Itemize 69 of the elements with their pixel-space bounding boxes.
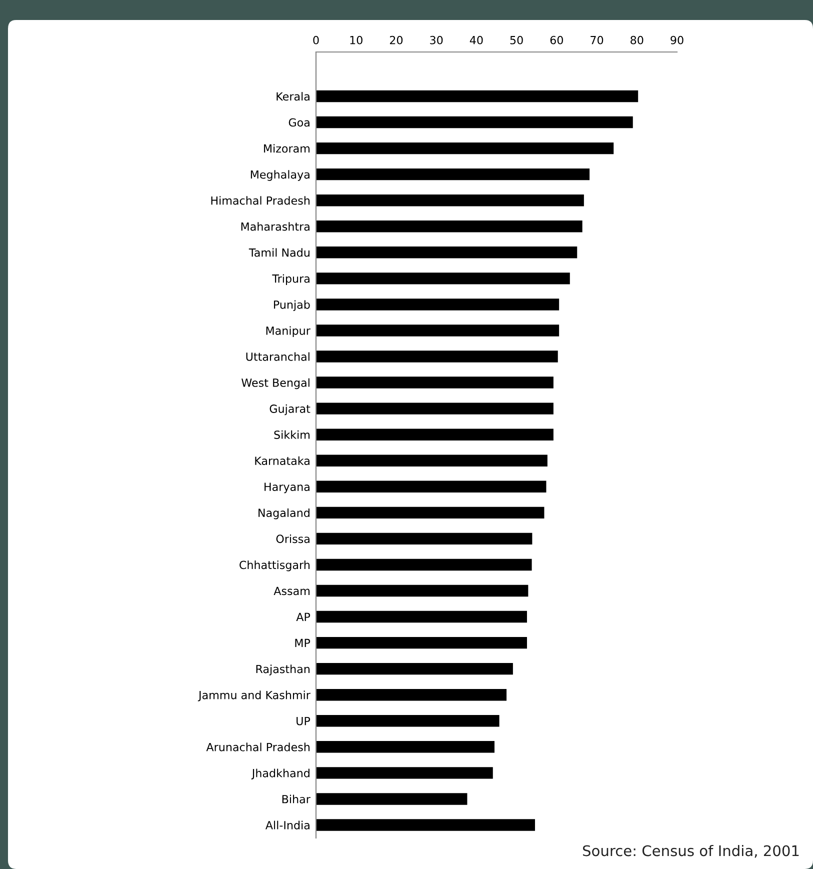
bar [316, 584, 528, 597]
y-tick-label: Meghalaya [250, 170, 310, 181]
x-tick-label: 80 [630, 36, 644, 44]
y-tick-label: Tripura [272, 274, 310, 285]
bar [316, 194, 584, 206]
bar [316, 90, 638, 102]
y-tick-label: Punjab [274, 300, 310, 311]
y-tick-label: Maharashtra [241, 222, 310, 231]
y-tick-label: Uttaranchal [246, 352, 310, 361]
y-tick-label: Chhattisgarh [240, 560, 310, 572]
y-tick-label: Himachal Pradesh [211, 196, 310, 205]
y-tick-label: Jhadkhand [251, 768, 310, 780]
y-tick-label: All-India [265, 820, 310, 830]
y-tick-label: Sikkim [274, 430, 310, 439]
x-tick-label: 20 [390, 36, 403, 44]
bar [316, 376, 554, 388]
bar [316, 246, 578, 258]
y-tick-label: Tamil Nadu [248, 248, 310, 257]
y-tick-label: Mizoram [264, 144, 310, 153]
bar [316, 142, 614, 154]
x-tick-label: 70 [590, 36, 604, 44]
bar [316, 116, 633, 128]
y-tick-label: Haryana [264, 482, 310, 494]
bar [316, 220, 582, 232]
bar [316, 662, 513, 675]
x-tick-label: 40 [470, 36, 483, 44]
bar [316, 402, 554, 414]
y-tick-label: Karnataka [255, 456, 310, 465]
x-tick-label: 10 [350, 36, 362, 44]
bar [316, 298, 560, 310]
y-tick-label: West Bengal [242, 378, 310, 390]
y-tick-label: Jammu and Kashmir [198, 690, 310, 702]
bar [316, 767, 493, 779]
y-tick-label: UP [296, 717, 310, 726]
bar [316, 636, 527, 649]
bar [316, 532, 532, 545]
y-tick-label: Arunachal Pradesh [206, 742, 310, 752]
y-tick-label: Bihar [282, 794, 310, 804]
bar [316, 558, 532, 571]
x-tick-label: 30 [430, 36, 443, 44]
bar [316, 428, 554, 440]
bar [316, 272, 570, 284]
bar [316, 741, 494, 753]
bar [316, 480, 546, 492]
y-tick-label: Manipur [266, 326, 310, 338]
y-tick-label: Rajasthan [256, 664, 310, 676]
bar [316, 689, 507, 701]
bar [316, 793, 468, 805]
y-tick-label: Goa [288, 118, 310, 127]
bar [316, 506, 544, 519]
x-tick-label: 90 [670, 36, 684, 44]
y-tick-label: Assam [274, 586, 310, 596]
y-tick-label: Gujarat [270, 404, 310, 416]
y-tick-label: Orissa [276, 534, 310, 544]
y-tick-label: Nagaland [258, 508, 310, 520]
bar [316, 324, 560, 336]
y-tick-label: AP [296, 612, 310, 621]
bar [316, 715, 500, 727]
bar [316, 610, 527, 623]
x-tick-label: 50 [510, 36, 523, 44]
y-tick-label: MP [295, 638, 310, 648]
y-tick-label: Kerala [276, 92, 310, 101]
bar [316, 350, 558, 362]
bar [316, 819, 536, 831]
bar [316, 454, 548, 466]
x-tick-label: 60 [550, 36, 563, 44]
source-note: Source: Census of India, 2001 [582, 844, 799, 858]
bar [316, 168, 590, 180]
x-tick-label: 0 [313, 36, 319, 44]
